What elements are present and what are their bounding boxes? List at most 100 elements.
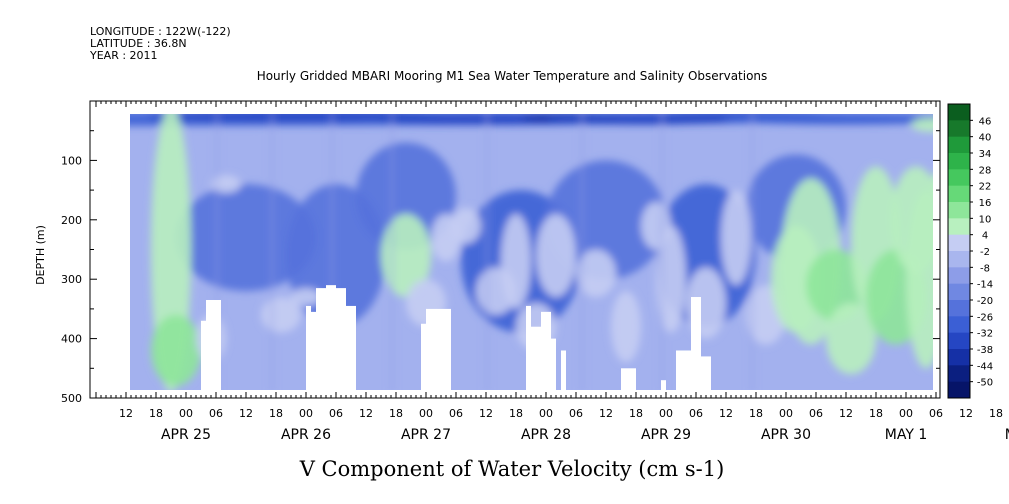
colorbar-segment [948, 104, 970, 121]
colorbar-segment [948, 300, 970, 317]
colorbar-segment [948, 316, 970, 334]
y-tick-label: 500 [61, 392, 82, 405]
colorbar-segment [948, 169, 970, 187]
x-hour-label: 18 [749, 407, 763, 420]
x-hour-label: 06 [929, 407, 943, 420]
colorbar-segment [948, 381, 970, 399]
heatmap-cell [721, 114, 933, 125]
missing-data [701, 356, 711, 390]
x-hour-label: 00 [419, 407, 433, 420]
heatmap-streak [331, 114, 333, 390]
x-hour-label: 18 [389, 407, 403, 420]
heatmap-cell [501, 213, 531, 309]
heatmap-cell [611, 291, 641, 363]
heatmap-cell [911, 117, 933, 132]
missing-data [621, 368, 636, 390]
missing-data [326, 285, 336, 390]
y-tick-label: 400 [61, 333, 82, 346]
x-hour-label: 00 [179, 407, 193, 420]
colorbar-label: 16 [979, 198, 992, 209]
x-hour-label: 00 [539, 407, 553, 420]
missing-data [421, 323, 426, 390]
colorbar-label: -50 [977, 378, 993, 389]
heatmap-cell [656, 225, 686, 333]
heatmap-field [130, 114, 933, 390]
x-ticks [95, 101, 937, 398]
x-hour-label: 06 [329, 407, 343, 420]
heatmap-cell [356, 142, 456, 250]
heatmap-cell [151, 314, 201, 387]
colorbar-label: -8 [980, 263, 990, 274]
longitude-label: LONGITUDE : 122W(-122) [90, 25, 231, 38]
x-date-label: APR 26 [281, 427, 331, 443]
x-hour-label: 06 [569, 407, 583, 420]
heatmap-cell [576, 249, 616, 298]
colorbar-segment [948, 136, 970, 154]
colorbar-segment [948, 349, 970, 366]
x-hour-label: 12 [479, 407, 493, 420]
colorbar-segment [948, 251, 970, 268]
colorbar-segment [948, 218, 970, 236]
heatmap-streak [216, 114, 218, 390]
x-hour-label: 06 [449, 407, 463, 420]
missing-data [436, 335, 451, 390]
heatmap-streak [661, 114, 663, 390]
x-hour-label: 18 [509, 407, 523, 420]
colorbar-segment [948, 267, 970, 285]
x-hour-label: 18 [869, 407, 883, 420]
colorbar-segment [948, 120, 970, 138]
variable-title: V Component of Water Velocity (cm s-1) [299, 457, 725, 481]
heatmap-cell [381, 213, 431, 298]
colorbar-label: -14 [977, 280, 993, 291]
heatmap-cell [906, 190, 933, 369]
x-hour-label: 00 [779, 407, 793, 420]
x-hour-label: 18 [269, 407, 283, 420]
colorbar-label: 46 [979, 116, 992, 127]
x-date-label: APR 30 [761, 427, 811, 443]
heatmap-streak [271, 114, 273, 390]
heatmap-cell [546, 160, 666, 280]
heatmap-streak [581, 114, 583, 390]
colorbar-label: -44 [977, 361, 993, 372]
x-hour-label: 00 [659, 407, 673, 420]
x-hour-label: 18 [989, 407, 1003, 420]
missing-data [691, 297, 701, 390]
heatmap-cell [176, 184, 316, 292]
missing-data-areas [201, 285, 711, 390]
heatmap-cell [931, 176, 933, 192]
colorbar-label: 4 [982, 231, 988, 242]
colorbar-label: -2 [980, 247, 990, 258]
x-date-label: APR 25 [161, 427, 211, 443]
year-label: YEAR : 2011 [89, 49, 158, 62]
x-hour-label: 12 [719, 407, 733, 420]
heatmap-cells [130, 114, 933, 390]
colorbar-segment [948, 185, 970, 203]
colorbar-label: 22 [979, 182, 992, 193]
missing-data [561, 350, 566, 390]
colorbar-segment [948, 283, 970, 301]
colorbar-segment [948, 332, 970, 350]
missing-data [206, 299, 221, 390]
colorbar: 46 40 34 28 22 16 10 4 -2 -8 -14 -20 -26 -32 -38 -44 -50 [947, 103, 993, 399]
heatmap-cell [536, 213, 576, 298]
heatmap-cell [826, 302, 876, 375]
x-date-label: MAY 2 [1005, 427, 1009, 443]
x-hour-label: 12 [599, 407, 613, 420]
x-date-label: APR 28 [521, 427, 571, 443]
x-date-label: MAY 1 [885, 427, 927, 443]
colorbar-label: 40 [979, 133, 992, 144]
heatmap-cell [146, 114, 446, 122]
y-tick-label: 200 [61, 214, 82, 227]
latitude-label: LATITUDE : 36.8N [90, 37, 187, 50]
colorbar-label: 28 [979, 165, 992, 176]
x-date-label: APR 27 [401, 427, 451, 443]
x-date-labels: APR 25 APR 26 APR 27 APR 28 APR 29 APR 30 MAY … [161, 427, 1009, 443]
x-date-label: APR 29 [641, 427, 691, 443]
missing-data [306, 305, 311, 390]
heatmap-cell [211, 175, 241, 194]
x-hour-label: 06 [209, 407, 223, 420]
x-hour-label: 18 [629, 407, 643, 420]
colorbar-segment [948, 153, 970, 170]
x-hour-label: 00 [899, 407, 913, 420]
